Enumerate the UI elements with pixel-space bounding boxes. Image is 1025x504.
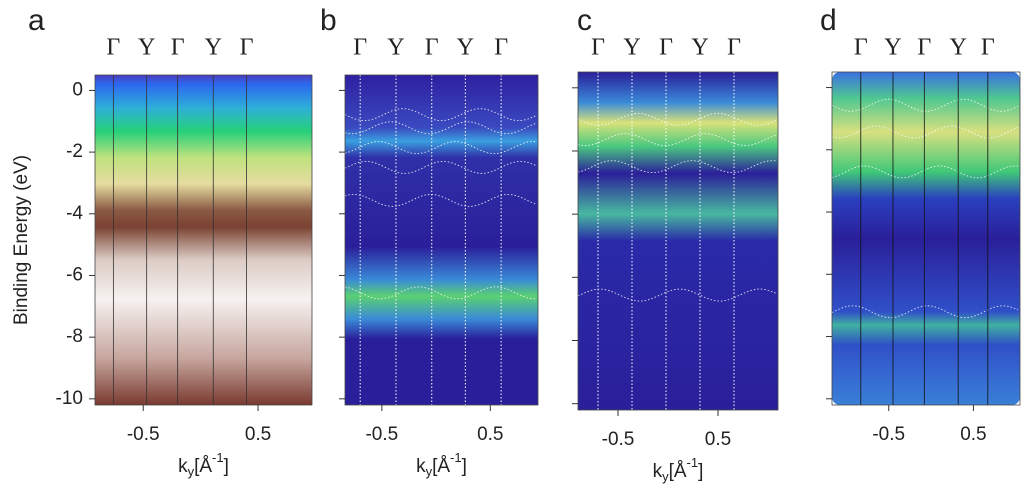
band-line — [577, 160, 777, 174]
x-axis-label: ky[Å-1] — [178, 450, 229, 479]
x-axis-label-part: y — [426, 464, 433, 479]
x-tick-label: -0.5 — [365, 424, 398, 445]
panel-label: a — [28, 4, 45, 37]
x-axis-label-part: -1 — [687, 455, 699, 470]
plot-frame — [577, 71, 779, 411]
symmetry-label: Γ — [727, 35, 741, 61]
band-line — [831, 165, 1019, 179]
x-tick-label: 0.5 — [477, 424, 503, 445]
x-axis-label-part: k — [653, 461, 663, 482]
symmetry-label: Υ — [884, 35, 901, 61]
x-axis-label: ky[Å-1] — [653, 455, 704, 484]
symmetry-label: Υ — [950, 35, 967, 61]
symmetry-label: Γ — [917, 35, 931, 61]
plot-frame — [344, 74, 539, 406]
symmetry-label: Γ — [494, 35, 508, 61]
x-axis-label-part: [Å — [432, 456, 450, 477]
symmetry-label: Γ — [106, 35, 120, 61]
symmetry-label: Γ — [425, 35, 439, 61]
heatmap-image — [345, 75, 538, 405]
y-tick-label: -2 — [66, 141, 83, 162]
x-tick-label: -0.5 — [602, 429, 635, 450]
symmetry-label: Υ — [691, 35, 708, 61]
band-line — [344, 141, 538, 155]
symmetry-label: Υ — [205, 35, 222, 61]
symmetry-label: Γ — [353, 35, 367, 61]
symmetry-label: Υ — [457, 35, 474, 61]
band-line — [831, 305, 1019, 319]
symmetry-label: Υ — [387, 35, 404, 61]
x-axis-label-part: ] — [224, 456, 229, 477]
symmetry-label: Υ — [623, 35, 640, 61]
band-line — [344, 286, 538, 300]
y-axis-label: Binding Energy (eV) — [11, 155, 32, 325]
x-axis-label-part: y — [662, 469, 669, 484]
x-axis-label-part: [Å — [194, 456, 212, 477]
symmetry-label: Γ — [240, 35, 254, 61]
symmetry-label: Υ — [138, 35, 155, 61]
y-tick-label: -6 — [66, 264, 83, 285]
x-axis-label-part: -1 — [450, 450, 462, 465]
symmetry-label: Γ — [854, 35, 868, 61]
heatmap-image — [832, 72, 1020, 405]
panel-label: d — [820, 4, 837, 37]
x-axis-label-part: k — [178, 456, 188, 477]
x-tick-label: -0.5 — [127, 424, 160, 445]
symmetry-label: Γ — [591, 35, 605, 61]
panel: cΓ Υ Γ Υ Γ-0.5 0.5ky[Å-1] — [572, 4, 779, 484]
x-tick-label: 0.5 — [705, 429, 731, 450]
x-tick-label: -0.5 — [872, 424, 905, 445]
band-line — [344, 121, 538, 135]
plot-frame — [94, 74, 313, 406]
panel-label: c — [577, 4, 592, 37]
heatmap-image — [578, 72, 778, 410]
y-tick-label: -8 — [66, 326, 83, 347]
y-tick-label: -10 — [56, 388, 83, 409]
heatmap-image — [95, 75, 312, 405]
band-line — [344, 160, 538, 174]
panel: bΓ Υ Γ Υ Γ-0.5 0.5ky[Å-1] — [320, 4, 539, 479]
x-axis-label-part: ] — [462, 456, 467, 477]
plot-frame — [831, 71, 1021, 406]
x-tick-label: 0.5 — [960, 424, 986, 445]
band-line — [831, 125, 1019, 139]
panel-label: b — [320, 4, 337, 37]
band-line — [344, 108, 538, 122]
x-axis-label-part: y — [188, 464, 195, 479]
y-tick-label: -4 — [66, 203, 83, 224]
band-line — [831, 98, 1019, 112]
x-axis-label-part: ] — [698, 461, 703, 482]
x-axis-label: ky[Å-1] — [416, 450, 467, 479]
x-tick-label: 0.5 — [245, 424, 271, 445]
x-axis-label-part: k — [416, 456, 426, 477]
x-axis-label-part: [Å — [669, 461, 687, 482]
panel: dΓ Υ Γ Υ Γ-0.5 0.5 — [820, 4, 1021, 445]
symmetry-label: Γ — [171, 35, 185, 61]
y-tick-label: 0 — [72, 79, 83, 100]
symmetry-label: Γ — [981, 35, 995, 61]
x-axis-label-part: -1 — [212, 450, 224, 465]
band-line — [344, 193, 538, 207]
symmetry-label: Γ — [659, 35, 673, 61]
